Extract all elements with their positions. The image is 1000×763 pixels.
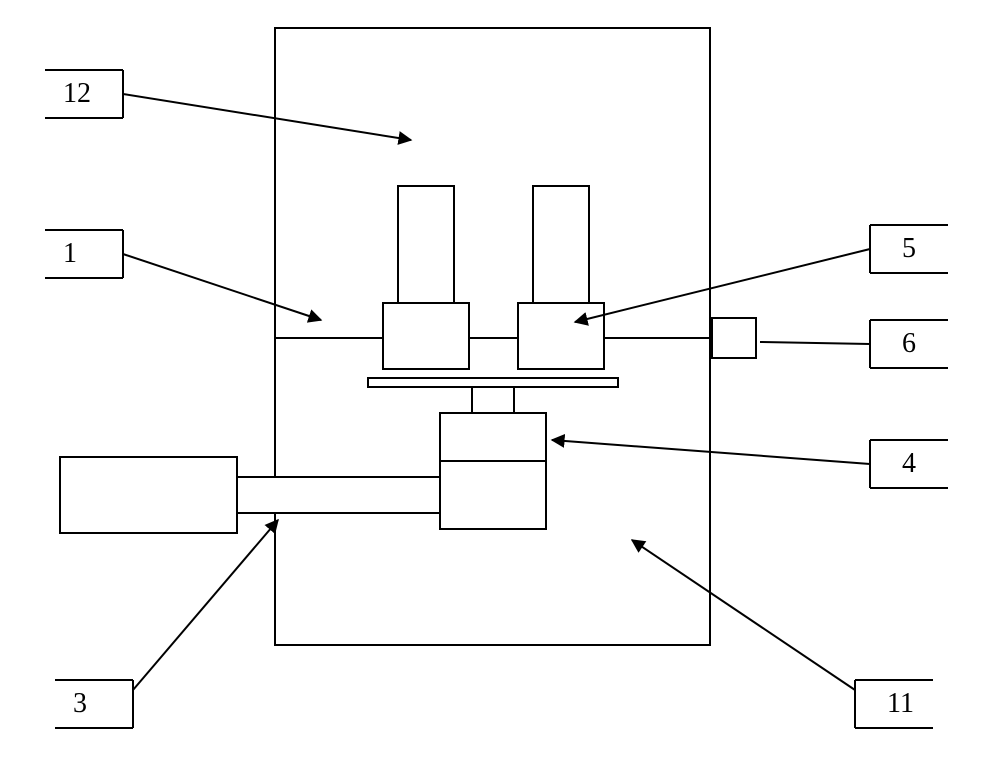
label-11: 11 [887,688,914,720]
label-1: 1 [63,238,77,270]
label-6: 6 [902,328,916,360]
block-4 [440,413,546,461]
label-5: 5 [902,233,916,265]
shaft [237,477,440,513]
label-4: 4 [902,448,916,480]
leader-3 [133,520,278,690]
lower-block [440,461,546,529]
cylinder-top-0 [398,186,454,303]
neck [472,387,514,413]
motor-3 [60,457,237,533]
main-enclosure [275,28,710,645]
cylinder-base-1 [518,303,604,369]
cylinder-base-0 [383,303,469,369]
platform [368,378,618,387]
label-3: 3 [73,688,87,720]
leader-6 [760,342,870,344]
cylinder-top-1 [533,186,589,303]
motor-6 [712,318,756,358]
diagram-svg [0,0,1000,763]
label-12: 12 [63,78,91,110]
